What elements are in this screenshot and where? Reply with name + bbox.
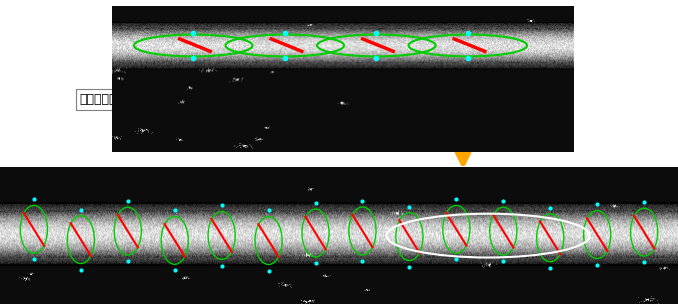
- Text: 観察窓: 観察窓: [510, 248, 532, 261]
- Text: ドット間が糸径: ドット間が糸径: [79, 93, 132, 106]
